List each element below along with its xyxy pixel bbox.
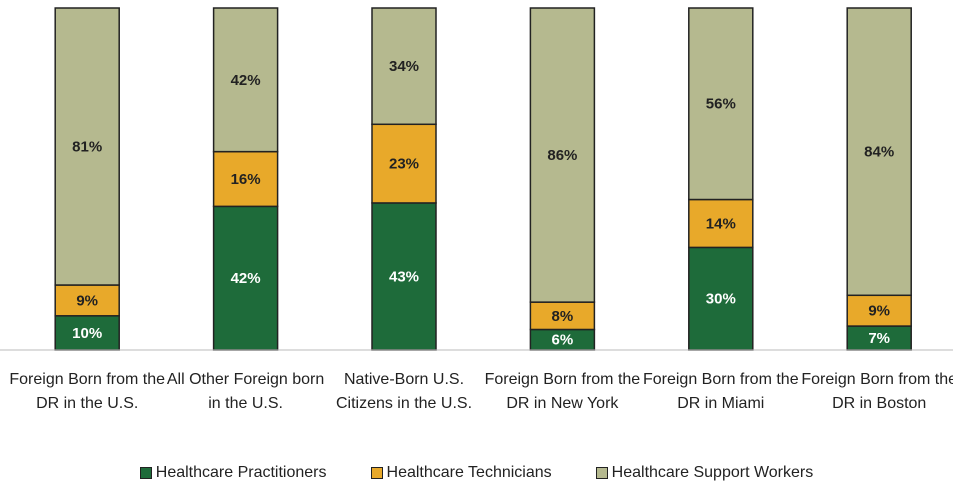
bar-segment (688, 198, 754, 249)
x-tick-label-box: Foreign Born from the DR in the U.S. (9, 371, 165, 412)
legend-item: Healthcare Support Workers (595, 464, 814, 482)
value-label: 34% (389, 58, 419, 75)
value-label: 43% (389, 268, 419, 285)
value-label: 7% (868, 330, 890, 347)
legend-swatch (595, 467, 608, 479)
value-label: 42% (231, 72, 261, 89)
value-label: 81% (72, 138, 102, 155)
bar-segment (212, 150, 279, 208)
value-label: 86% (547, 147, 577, 164)
value-label: 10% (72, 325, 102, 342)
legend-label: Healthcare Practitioners (155, 464, 327, 481)
legend-item: Healthcare Technicians (370, 464, 552, 482)
bar-segment (529, 7, 596, 303)
bar-segment (846, 7, 912, 297)
legend-swatch (139, 467, 152, 479)
x-tick-label-box: All Other Foreign born in the U.S. (166, 371, 325, 412)
legend-box: Healthcare Practitioners Healthcare Techn… (0, 464, 953, 482)
x-tick-label: Native-Born U.S. Citizens in the U.S. (335, 371, 473, 412)
bar-segment (371, 123, 437, 204)
value-label: 6% (552, 332, 574, 349)
bar-segment (54, 7, 120, 286)
bar-segment (688, 246, 754, 351)
bar-segment (688, 7, 754, 201)
x-tick-label-box: Native-Born U.S. Citizens in the U.S. (335, 371, 473, 412)
value-label: 84% (864, 144, 894, 161)
x-tick-label: Foreign Born from the DR in Miami (642, 371, 799, 412)
legend-label: Healthcare Technicians (386, 464, 552, 481)
x-tick-label: Foreign Born from the DR in the U.S. (9, 371, 165, 412)
legend-label: Healthcare Support Workers (611, 464, 814, 481)
bar-segment (54, 315, 120, 351)
x-tick-label-box: Foreign Born from the DR in New York (484, 371, 641, 412)
x-tick-label: Foreign Born from the DR in Boston (801, 371, 953, 412)
x-tick-label-box: Foreign Born from the DR in Miami (642, 371, 799, 412)
legend-item: Healthcare Practitioners (139, 464, 327, 482)
value-label: 9% (76, 292, 98, 309)
value-label: 9% (868, 303, 890, 320)
value-label: 30% (706, 291, 736, 308)
legend-swatch (370, 467, 383, 479)
bar-segment (212, 7, 279, 153)
value-label: 8% (552, 308, 574, 325)
x-tick-label: Foreign Born from the DR in New York (484, 371, 641, 412)
value-label: 14% (706, 215, 736, 232)
bar-segment (371, 7, 437, 126)
x-tick-label-box: Foreign Born from the DR in Boston (801, 371, 953, 412)
bar-segment (54, 284, 120, 317)
value-label: 16% (231, 171, 261, 188)
value-label: 23% (389, 156, 419, 173)
value-label: 42% (231, 270, 261, 287)
bar-segment (212, 205, 279, 351)
bar-segment (846, 294, 912, 327)
legend: Healthcare Practitioners Healthcare Techn… (0, 464, 953, 482)
x-tick-label: All Other Foreign born in the U.S. (166, 371, 325, 412)
value-label: 56% (706, 96, 736, 113)
